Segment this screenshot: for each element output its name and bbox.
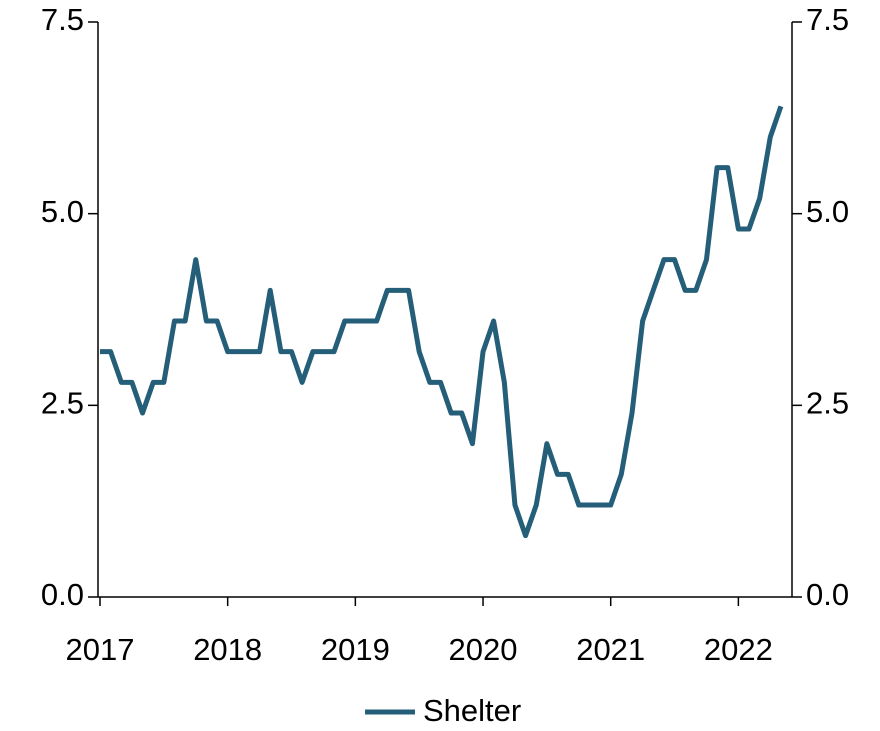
y2-tick-label: 7.5 [806,2,849,37]
data-line [100,105,784,539]
x-tick-label: 2017 [66,632,135,667]
x-tick-label: 2018 [193,632,262,667]
x-tick-label: 2021 [576,632,645,667]
x-tick-label: 2019 [321,632,390,667]
y-tick-label: 7.5 [41,2,84,37]
x-tick-label: 2022 [704,632,773,667]
y2-tick-label: 5.0 [806,194,849,229]
y-tick-label: 5.0 [41,194,84,229]
y-tick-label: 2.5 [41,386,84,421]
y2-tick-label: 0.0 [806,577,849,612]
x-tick-label: 2020 [449,632,518,667]
y2-tick-label: 2.5 [806,386,849,421]
y-tick-label: 0.0 [41,577,84,612]
legend-label: Shelter [423,693,521,728]
